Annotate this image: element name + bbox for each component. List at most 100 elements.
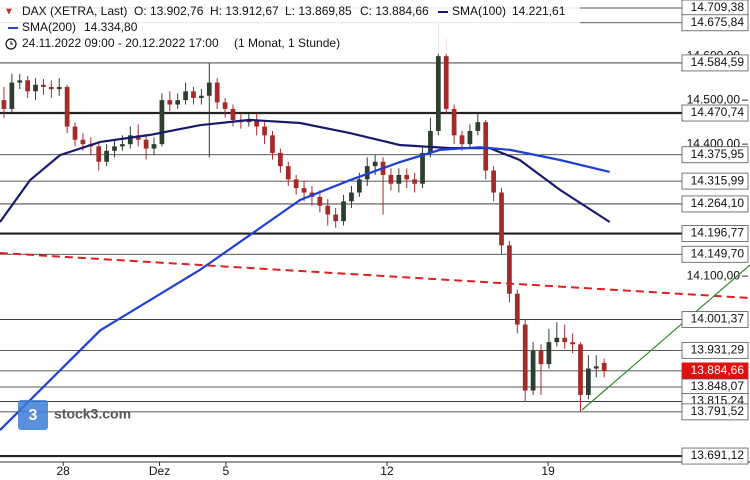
candle-body <box>270 135 275 153</box>
candle-body <box>538 350 544 365</box>
level-label-box <box>681 245 749 263</box>
x-tick-label: 19 <box>541 464 555 478</box>
candle-body <box>167 100 173 105</box>
level-label: 14.315,99 <box>691 173 745 187</box>
candle-body <box>17 80 23 83</box>
candle-body <box>554 337 560 343</box>
legend-background <box>0 2 580 54</box>
candle-body <box>64 86 70 127</box>
candle-body <box>143 139 149 149</box>
candle-body <box>33 84 38 92</box>
y-tick-label: 14.500,00 <box>687 92 741 106</box>
candle-body <box>443 56 449 109</box>
candle-body <box>530 350 536 391</box>
candle-body <box>420 152 425 184</box>
level-label: 13.848,07 <box>691 379 745 393</box>
sma-line <box>0 146 610 431</box>
clock-icon <box>10 41 13 45</box>
candle-body <box>499 192 504 246</box>
candle-body <box>72 126 78 140</box>
candle-body <box>570 342 575 345</box>
candle-body <box>325 205 331 215</box>
candle-body <box>593 366 599 369</box>
candle-body <box>459 135 465 145</box>
candle-body <box>372 161 378 167</box>
candle-body <box>112 146 117 151</box>
candle-body <box>120 144 125 147</box>
legend-series-name: SMA(200) <box>22 20 76 34</box>
candle-body <box>451 108 457 136</box>
candle-body <box>199 95 204 98</box>
candle-body <box>467 130 473 145</box>
level-label-box <box>681 172 749 190</box>
y-tick-label: 14.100,00 <box>687 268 741 282</box>
candle-body <box>522 324 528 391</box>
candle-body <box>56 86 62 90</box>
candle-body <box>127 135 133 145</box>
candle-body <box>404 174 410 180</box>
candle-body <box>396 174 402 184</box>
legend: ▼ DAX (XETRA, Last) O: 13.902,76 H: 13.9… <box>0 2 580 54</box>
level-label-box <box>681 311 749 328</box>
level-label-box <box>681 447 749 465</box>
x-tick-label: 28 <box>57 464 71 478</box>
candle-body <box>301 188 307 193</box>
candle-body <box>278 152 283 167</box>
legend-period: 24.11.2022 09:00 - 20.12.2022 17:00 <box>22 36 219 50</box>
level-label: 14.196,77 <box>691 226 745 240</box>
trend-line <box>581 264 750 411</box>
level-label: 14.470,74 <box>691 105 745 119</box>
x-tick-label: 5 <box>223 464 230 478</box>
logo-icon <box>18 400 48 430</box>
candle-body <box>175 100 181 105</box>
legend-series-name: SMA(100) <box>452 4 506 18</box>
candle-body <box>285 166 291 180</box>
level-label: 14.375,95 <box>691 147 745 161</box>
candle-body <box>159 100 165 145</box>
level-label-box <box>681 341 749 359</box>
candle-body <box>435 56 441 131</box>
candle-body <box>96 146 102 162</box>
x-tick-label: Dez <box>149 464 170 478</box>
candle-body <box>214 82 220 103</box>
level-label: 14.675,84 <box>691 15 745 29</box>
level-label: 13.884,66 <box>691 363 745 377</box>
candle-body <box>412 179 418 184</box>
legend-close: C: 13.884,66 <box>360 4 429 18</box>
candle-body <box>483 122 489 171</box>
level-label: 13.691,12 <box>691 448 745 462</box>
candle-body <box>333 214 339 222</box>
candle-body <box>1 100 7 109</box>
level-label: 14.149,70 <box>691 246 745 260</box>
legend-open: O: 13.902,76 <box>134 4 204 18</box>
candle-body <box>151 144 157 149</box>
level-label-box <box>681 225 749 242</box>
level-label: 14.584,59 <box>691 55 745 69</box>
level-label-box <box>681 195 749 213</box>
logo-mark: 3 <box>29 407 38 424</box>
candle-body <box>514 293 520 325</box>
candle-body <box>578 344 583 395</box>
legend-low: L: 13.869,85 <box>285 4 352 18</box>
x-tick-label: 12 <box>380 464 394 478</box>
legend-interval: (1 Monat, 1 Stunde) <box>234 36 340 50</box>
candle-body <box>341 201 346 222</box>
level-label: 13.791,52 <box>691 404 745 418</box>
candle-body <box>262 126 267 136</box>
candle-body <box>349 192 354 202</box>
candle-body <box>191 91 196 98</box>
legend-icon: ▼ <box>4 7 14 18</box>
candle-body <box>254 119 260 127</box>
candle-body <box>317 196 323 206</box>
legend-instrument: DAX (XETRA, Last) <box>22 4 127 18</box>
level-label: 13.931,29 <box>691 343 745 357</box>
candle-body <box>206 82 212 96</box>
candle-body <box>230 108 236 120</box>
level-label-box <box>681 14 749 32</box>
candle-body <box>293 179 299 189</box>
level-label-box <box>681 403 749 421</box>
candle-body <box>25 80 31 92</box>
